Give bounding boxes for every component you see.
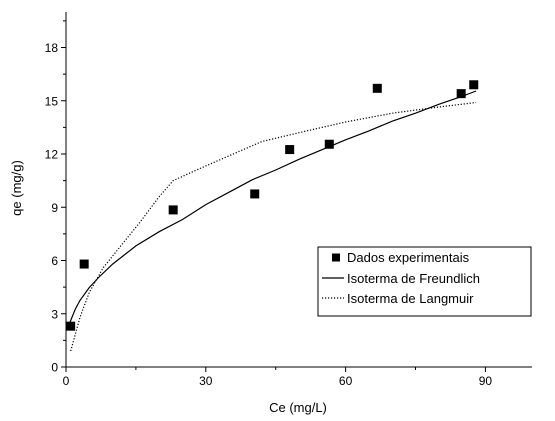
data-point <box>372 83 382 93</box>
data-point <box>469 80 479 90</box>
data-point <box>456 89 466 99</box>
data-point <box>285 145 295 155</box>
x-tick-label: 60 <box>339 374 353 388</box>
data-point <box>324 139 334 149</box>
legend-label-dados-experimentais: Dados experimentais <box>347 250 470 265</box>
legend-label-freundlich: Isoterma de Freundlich <box>347 271 480 286</box>
y-tick-label: 15 <box>45 94 59 108</box>
data-point <box>66 321 76 331</box>
y-axis-ticks: 0 3 6 9 12 15 18 <box>45 20 66 375</box>
data-point <box>79 259 89 269</box>
y-tick-label: 6 <box>51 254 58 268</box>
data-point <box>168 205 178 215</box>
series-lines <box>67 90 477 352</box>
x-axis-label: Ce (mg/L) <box>269 400 327 415</box>
x-tick-label: 0 <box>63 374 70 388</box>
legend-label-langmuir: Isoterma de Langmuir <box>347 291 474 306</box>
y-tick-label: 12 <box>45 148 59 162</box>
y-tick-label: 18 <box>45 41 59 55</box>
legend-marker-dados-experimentais <box>332 253 340 262</box>
x-tick-label: 90 <box>479 374 493 388</box>
series-line-1 <box>67 90 477 329</box>
legend-box <box>317 246 532 317</box>
series-points <box>66 80 479 331</box>
x-tick-label: 30 <box>199 374 213 388</box>
y-tick-label: 3 <box>51 307 58 321</box>
x-axis-ticks: 0 30 60 90 <box>63 367 493 388</box>
data-point <box>250 189 260 199</box>
y-axis-label: qe (mg/g) <box>9 160 24 216</box>
y-tick-label: 9 <box>51 201 58 215</box>
series-line-2 <box>70 101 477 352</box>
axes <box>65 12 532 368</box>
legend: Dados experimentais Isoterma de Freundli… <box>317 246 532 317</box>
y-tick-label: 0 <box>51 361 58 375</box>
